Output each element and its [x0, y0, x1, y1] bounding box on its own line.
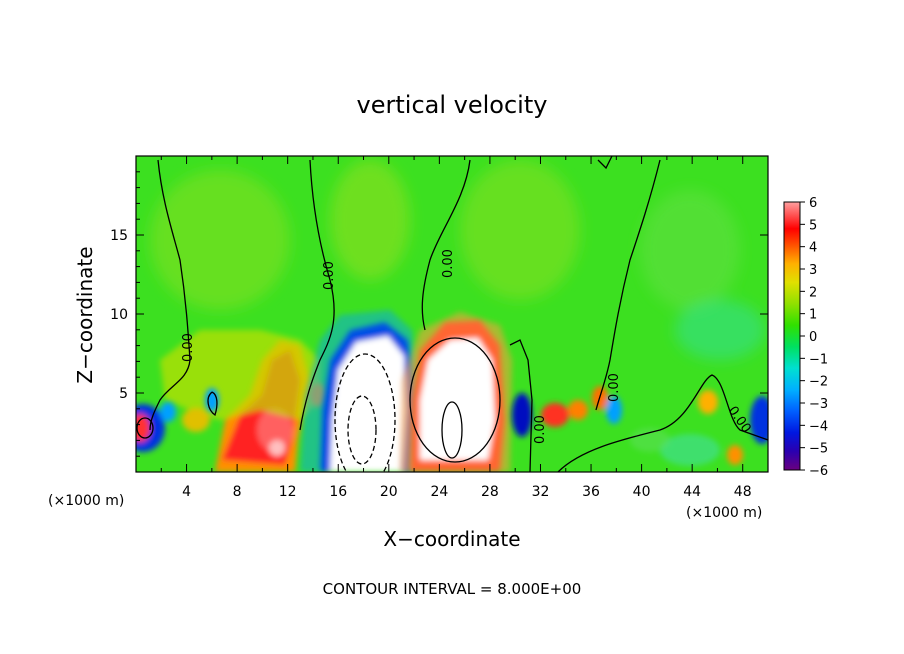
- x-tick-label: 20: [380, 484, 398, 500]
- chart-title: vertical velocity: [357, 91, 548, 119]
- x-axis-label: X−coordinate: [383, 527, 520, 551]
- x-unit-right: (×1000 m): [686, 505, 762, 521]
- x-tick-label: 28: [481, 484, 499, 500]
- x-unit-left: (×1000 m): [48, 493, 124, 509]
- x-tick-label: 44: [683, 484, 701, 500]
- background-shading: [150, 160, 765, 360]
- x-tick-label: 16: [329, 484, 347, 500]
- updraft-region-left: [160, 330, 326, 472]
- contour-label: 0.00: [441, 249, 456, 278]
- x-tick-label: 32: [532, 484, 550, 500]
- colorbar-tick-label: −6: [809, 464, 828, 479]
- colorbar-tick-label: 6: [809, 196, 817, 211]
- colorbar-tick-label: −2: [809, 375, 828, 390]
- contour-interval-footer: CONTOUR INTERVAL = 8.000E+00: [323, 580, 582, 598]
- y-axis-label: Z−coordinate: [73, 246, 97, 383]
- colorbar-tick-label: −3: [809, 397, 828, 412]
- x-tick-label: 36: [582, 484, 600, 500]
- contour-label: 0.00: [322, 261, 337, 290]
- y-tick-label: 5: [119, 386, 128, 402]
- colorbar: 6 5 4 3 2 1 0 −1 −2 −3 −4 −5 −6: [783, 196, 828, 479]
- colorbar-tick-label: 4: [809, 241, 817, 256]
- downdraft-core: [300, 310, 418, 472]
- x-tick-label: 8: [233, 484, 242, 500]
- contour-label: 0.00: [181, 333, 196, 362]
- colorbar-tick-label: 0: [809, 330, 817, 345]
- colorbar-frame: [783, 201, 801, 471]
- contour-lines: [136, 156, 768, 472]
- colorbar-tick-label: 1: [809, 308, 817, 323]
- x-axis: 4 8 12 16 20 24 28 32 36 40 44 48: [160, 156, 752, 500]
- y-axis: 5 10 15: [110, 171, 768, 457]
- contour-label: 0.00: [607, 373, 622, 402]
- right-side-cells: [512, 386, 768, 466]
- y-tick-label: 15: [110, 228, 128, 244]
- colorbar-tick-label: 2: [809, 285, 817, 300]
- x-tick-label: 40: [633, 484, 651, 500]
- y-tick-label: 10: [110, 307, 128, 323]
- colorbar-tick-label: −5: [809, 442, 828, 457]
- contour-labels: 0.00 0.00 0.00 0.00 0.00 0.00: [181, 249, 754, 444]
- field-area: 0.00 0.00 0.00 0.00 0.00 0.00: [136, 156, 768, 472]
- contour-label: 0.00: [533, 415, 548, 444]
- x-tick-label: 12: [279, 484, 297, 500]
- x-tick-label: 4: [182, 484, 191, 500]
- colorbar-tick-label: −4: [809, 419, 828, 434]
- colorbar-tick-label: 3: [809, 263, 817, 278]
- x-tick-label: 24: [430, 484, 448, 500]
- x-tick-label: 48: [734, 484, 752, 500]
- colorbar-gradient: [784, 202, 800, 470]
- colorbar-tick-label: 5: [809, 218, 817, 233]
- colorbar-tick-label: −1: [809, 352, 828, 367]
